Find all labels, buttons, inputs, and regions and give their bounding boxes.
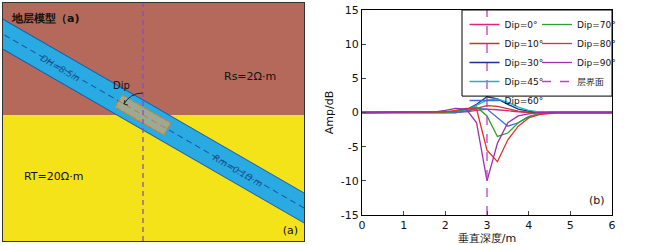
svg-text:Rs=2Ω·m: Rs=2Ω·m bbox=[224, 70, 276, 83]
svg-text:(a): (a) bbox=[283, 224, 298, 237]
svg-text:Amp/dB: Amp/dB bbox=[323, 91, 336, 134]
svg-text:Dip: Dip bbox=[113, 80, 130, 91]
svg-text:(b): (b) bbox=[589, 194, 605, 207]
svg-text:4: 4 bbox=[525, 219, 532, 232]
svg-text:1: 1 bbox=[400, 219, 407, 232]
svg-text:RT=20Ω·m: RT=20Ω·m bbox=[24, 170, 83, 183]
svg-text:-10: -10 bbox=[341, 175, 359, 188]
svg-text:6: 6 bbox=[609, 219, 616, 232]
svg-text:Dip=80°: Dip=80° bbox=[577, 39, 616, 49]
svg-text:垂直深度/m: 垂直深度/m bbox=[458, 232, 516, 245]
svg-text:15: 15 bbox=[345, 4, 359, 17]
svg-text:Dip=30°: Dip=30° bbox=[505, 58, 544, 68]
svg-text:Dip=60°: Dip=60° bbox=[505, 96, 544, 106]
svg-text:Dip=45°: Dip=45° bbox=[505, 77, 544, 87]
svg-text:Dip=10°: Dip=10° bbox=[505, 39, 544, 49]
svg-text:地层模型（a): 地层模型（a) bbox=[11, 12, 79, 25]
svg-text:-5: -5 bbox=[348, 141, 359, 154]
svg-text:5: 5 bbox=[567, 219, 574, 232]
svg-text:Dip=0°: Dip=0° bbox=[505, 20, 538, 30]
svg-text:Rm=0.1Ω·m: Rm=0.1Ω·m bbox=[211, 153, 264, 189]
svg-text:Dip=70°: Dip=70° bbox=[577, 20, 616, 30]
svg-text:层界面: 层界面 bbox=[577, 77, 604, 87]
svg-text:DH=8.5in: DH=8.5in bbox=[39, 53, 82, 84]
svg-text:10: 10 bbox=[345, 38, 359, 51]
svg-text:0: 0 bbox=[352, 106, 359, 119]
svg-text:-15: -15 bbox=[341, 209, 359, 222]
svg-text:Dip=90°: Dip=90° bbox=[577, 58, 616, 68]
svg-text:5: 5 bbox=[352, 72, 359, 85]
svg-text:2: 2 bbox=[442, 219, 449, 232]
svg-text:0: 0 bbox=[359, 219, 366, 232]
svg-text:3: 3 bbox=[484, 219, 491, 232]
